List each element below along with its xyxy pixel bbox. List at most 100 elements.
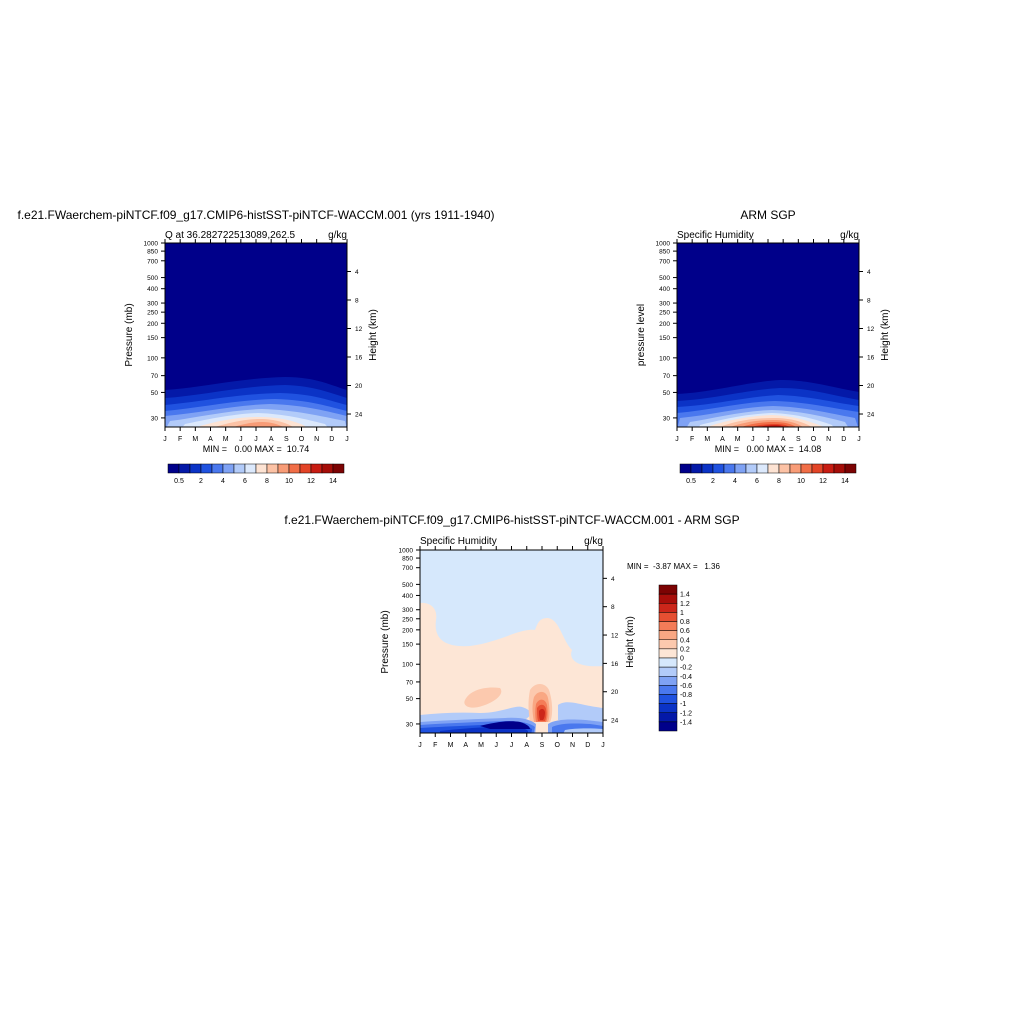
colorbar-label: 8 bbox=[777, 478, 781, 485]
contour-band bbox=[539, 708, 545, 720]
colorbar-swatch bbox=[658, 630, 678, 640]
x-tick-label: N bbox=[826, 436, 831, 443]
x-tick-label: J bbox=[766, 436, 770, 443]
panel-diff-colorbar: 1.4 1.2 1 0.8 0.6 0.4 0.2 0 -0.2 -0.4 -0.6 -0.8 -1 -1… bbox=[658, 584, 692, 732]
colorbar-label: -0.2 bbox=[680, 665, 692, 672]
contour-band bbox=[558, 702, 603, 722]
y-tick-label: 500 bbox=[147, 275, 158, 282]
colorbar-swatch bbox=[658, 712, 678, 723]
y-tick-label: 400 bbox=[147, 286, 158, 293]
right-tick-label: 24 bbox=[355, 412, 363, 419]
colorbar-swatch bbox=[277, 463, 290, 474]
y-tick-label: 1000 bbox=[144, 241, 159, 248]
colorbar-swatch bbox=[658, 657, 678, 668]
contour-band bbox=[480, 721, 530, 729]
colorbar-swatch bbox=[833, 463, 846, 474]
colorbar-label: -1.2 bbox=[680, 710, 692, 717]
x-tick-label: O bbox=[555, 742, 561, 749]
colorbar-label: 0.6 bbox=[680, 628, 690, 635]
colorbar-label: 0.5 bbox=[686, 478, 696, 485]
x-tick-label: J bbox=[675, 436, 679, 443]
colorbar-label: -1.4 bbox=[680, 719, 692, 726]
x-tick-label: J bbox=[418, 742, 422, 749]
right-tick-label: 16 bbox=[355, 355, 363, 362]
y-tick-label: 50 bbox=[151, 390, 159, 397]
y-tick-label: 200 bbox=[147, 321, 158, 328]
colorbar-label: 1 bbox=[680, 610, 684, 617]
y-tick-label: 100 bbox=[147, 355, 158, 362]
y-tick-label: 200 bbox=[402, 627, 413, 634]
x-tick-label: J bbox=[510, 742, 514, 749]
x-tick-label: F bbox=[690, 436, 694, 443]
contour-band bbox=[464, 687, 502, 708]
y-tick-label: 200 bbox=[659, 321, 670, 328]
y-tick-label: 250 bbox=[402, 616, 413, 623]
colorbar-label: 4 bbox=[733, 478, 737, 485]
colorbar-swatch bbox=[658, 703, 678, 713]
right-tick-label: 20 bbox=[867, 383, 875, 390]
colorbar-label: -1 bbox=[680, 701, 686, 708]
x-tick-label: F bbox=[433, 742, 437, 749]
colorbar-label: 10 bbox=[797, 478, 805, 485]
colorbar-label: 10 bbox=[285, 478, 293, 485]
y-tick-label: 250 bbox=[147, 310, 158, 317]
x-tick-label: A bbox=[781, 436, 786, 443]
colorbar-swatch bbox=[712, 463, 725, 474]
x-tick-label: S bbox=[540, 742, 545, 749]
colorbar-swatch bbox=[233, 463, 246, 474]
x-tick-label: J bbox=[163, 436, 167, 443]
colorbar-swatch bbox=[167, 463, 180, 474]
y-tick-label: 300 bbox=[659, 301, 670, 308]
panel-diff-ylabel-right: Height (km) bbox=[625, 616, 636, 668]
panel-model-right-ticks: 24 20 16 12 8 4 bbox=[347, 269, 363, 419]
colorbar-label: 2 bbox=[199, 478, 203, 485]
y-tick-label: 250 bbox=[659, 310, 670, 317]
panel-diff-stats: MIN = -3.87 MAX = 1.36 bbox=[627, 562, 720, 571]
colorbar-swatch bbox=[255, 463, 268, 474]
panel-model-subtitle-left: Q at 36.282722513089,262.5 bbox=[165, 230, 296, 241]
colorbar-label: 6 bbox=[755, 478, 759, 485]
x-tick-label: J bbox=[857, 436, 861, 443]
x-tick-label: D bbox=[841, 436, 846, 443]
x-tick-label: S bbox=[796, 436, 801, 443]
right-tick-label: 8 bbox=[867, 298, 871, 305]
x-tick-label: J bbox=[601, 742, 605, 749]
y-tick-label: 30 bbox=[663, 415, 671, 422]
x-tick-label: M bbox=[448, 742, 454, 749]
x-tick-label: J bbox=[751, 436, 755, 443]
x-tick-label: N bbox=[570, 742, 575, 749]
colorbar-swatch bbox=[822, 463, 835, 474]
colorbar-swatch bbox=[811, 463, 824, 474]
colorbar-swatch bbox=[745, 463, 758, 474]
y-tick-label: 400 bbox=[659, 286, 670, 293]
panel-model-stats: MIN = 0.00 MAX = 10.74 bbox=[203, 444, 310, 454]
colorbar-label: 1.2 bbox=[680, 601, 690, 608]
panel-obs-title: ARM SGP bbox=[740, 208, 795, 222]
right-tick-label: 20 bbox=[611, 689, 619, 696]
colorbar-swatch bbox=[800, 463, 813, 474]
colorbar-swatch bbox=[321, 463, 334, 474]
colorbar-swatch bbox=[658, 603, 678, 613]
x-tick-label: J bbox=[254, 436, 258, 443]
y-tick-label: 500 bbox=[659, 275, 670, 282]
y-tick-label: 1000 bbox=[399, 548, 414, 555]
y-tick-label: 100 bbox=[402, 662, 413, 669]
colorbar-label: 0.2 bbox=[680, 646, 690, 653]
colorbar-swatch bbox=[658, 721, 678, 732]
panel-obs-colorbar: 0.5 2 4 6 8 10 12 14 bbox=[679, 463, 857, 485]
colorbar-label: 0.5 bbox=[174, 478, 184, 485]
x-tick-label: D bbox=[585, 742, 590, 749]
x-tick-label: M bbox=[478, 742, 484, 749]
colorbar-swatch bbox=[658, 648, 678, 659]
colorbar-swatch bbox=[332, 463, 345, 474]
x-tick-label: O bbox=[811, 436, 817, 443]
right-tick-label: 12 bbox=[867, 326, 875, 333]
x-tick-label: A bbox=[208, 436, 213, 443]
panel-model-contour-field bbox=[165, 243, 347, 427]
colorbar-label: -0.8 bbox=[680, 692, 692, 699]
panel-diff-subtitle-left: Specific Humidity bbox=[420, 536, 497, 547]
panel-diff-subtitle-right: g/kg bbox=[584, 536, 603, 547]
x-tick-label: A bbox=[463, 742, 468, 749]
